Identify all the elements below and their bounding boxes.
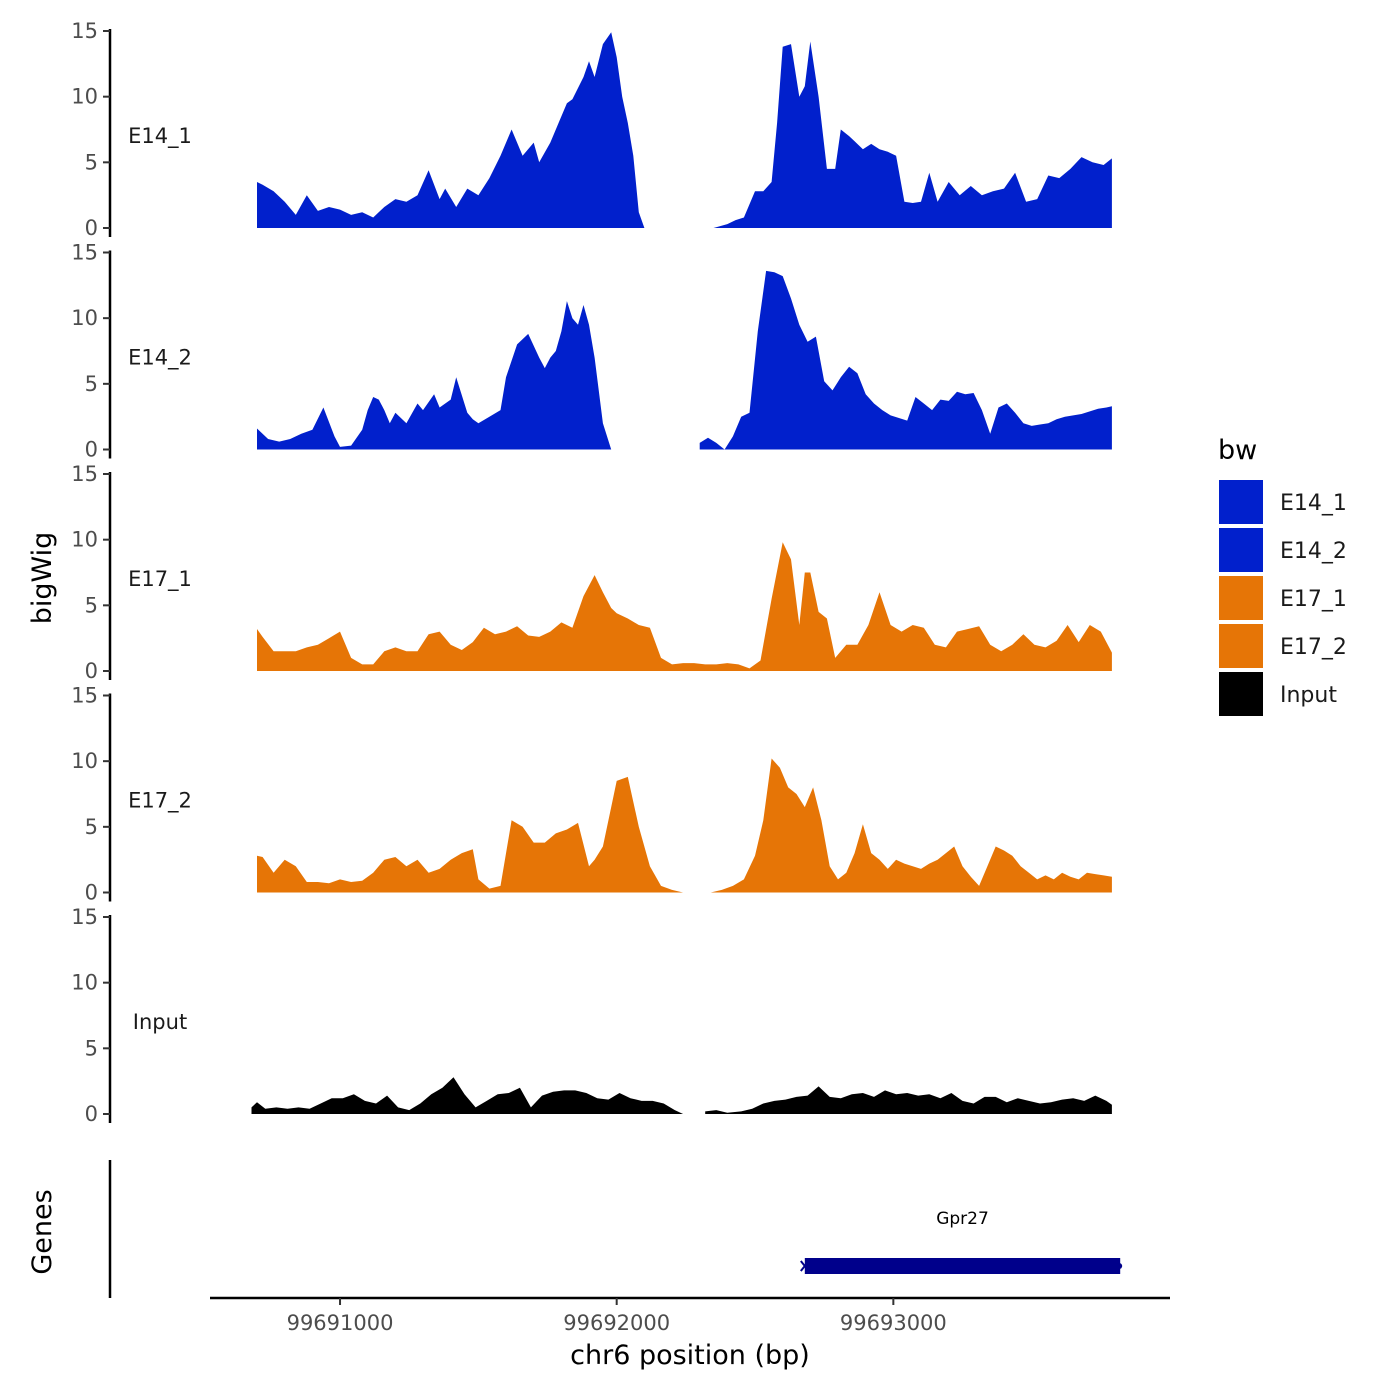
x-tick-label: 99693000 bbox=[840, 1311, 947, 1335]
y-tick-label: 0 bbox=[85, 1102, 98, 1126]
track-E14_2: 0 5 10 15 E14_2 bbox=[71, 241, 1112, 462]
gene-end-marker bbox=[1116, 1263, 1123, 1269]
legend-key-E14_2 bbox=[1217, 526, 1265, 574]
gene-label: Gpr27 bbox=[936, 1209, 989, 1229]
legend-key-E17_1 bbox=[1217, 574, 1265, 622]
x-tick-label: 99692000 bbox=[563, 1311, 670, 1335]
y-axis-title: bigWig bbox=[27, 532, 58, 625]
area-E17_2 bbox=[257, 776, 692, 893]
legend-label: E17_1 bbox=[1280, 587, 1347, 612]
y-tick-label: 10 bbox=[71, 971, 98, 995]
track-E17_2: 0 5 10 15 E17_2 bbox=[71, 684, 1112, 905]
y-tick-label: 5 bbox=[85, 1036, 98, 1060]
track-panels: 0 5 10 15 E14_1 0 5 10 15 E14_2 0 5 10 15 E17_1 0 5 10 15 E… bbox=[71, 19, 1112, 1126]
legend-label: Input bbox=[1280, 683, 1337, 708]
y-tick-label: 0 bbox=[85, 438, 98, 462]
y-tick-label: 5 bbox=[85, 150, 98, 174]
area-Input bbox=[705, 1086, 1112, 1114]
track-label: E17_1 bbox=[128, 567, 192, 592]
legend-label: E14_2 bbox=[1280, 539, 1347, 564]
genes-axis-title: Genes bbox=[27, 1189, 58, 1274]
x-axis-title: chr6 position (bp) bbox=[570, 1340, 810, 1371]
area-E14_1 bbox=[713, 41, 1112, 228]
area-E14_2 bbox=[257, 301, 692, 450]
track-label: E17_2 bbox=[128, 789, 192, 814]
genes-panel: Gpr27 bbox=[108, 1160, 1123, 1298]
y-tick-label: 10 bbox=[71, 85, 98, 109]
track-label: E14_1 bbox=[128, 124, 192, 149]
area-E17_2 bbox=[699, 758, 1112, 893]
track-label: Input bbox=[133, 1010, 187, 1034]
track-E17_1: 0 5 10 15 E17_1 bbox=[71, 462, 1112, 683]
x-axis: 99691000 99692000 99693000 bbox=[210, 1296, 1170, 1335]
legend-label: E17_2 bbox=[1280, 635, 1347, 660]
track-Input: 0 5 10 15 Input bbox=[71, 905, 1112, 1126]
legend-key-E17_2 bbox=[1217, 622, 1265, 670]
legend-key-Input bbox=[1217, 670, 1265, 718]
y-tick-label: 0 bbox=[85, 881, 98, 905]
legend-label: E14_1 bbox=[1280, 491, 1347, 516]
legend: bw E14_1 E14_2 E17_1 E17_2 Input bbox=[1217, 435, 1347, 718]
y-tick-label: 15 bbox=[71, 462, 98, 486]
y-tick-label: 10 bbox=[71, 749, 98, 773]
y-tick-label: 15 bbox=[71, 684, 98, 708]
area-Input bbox=[251, 1077, 689, 1114]
track-E14_1: 0 5 10 15 E14_1 bbox=[71, 19, 1112, 240]
y-tick-label: 15 bbox=[71, 19, 98, 43]
y-tick-label: 5 bbox=[85, 593, 98, 617]
gene-body bbox=[804, 1258, 1121, 1274]
y-tick-label: 10 bbox=[71, 528, 98, 552]
legend-title: bw bbox=[1218, 435, 1257, 466]
area-E14_1 bbox=[257, 32, 692, 228]
area-E14_2 bbox=[699, 270, 1112, 450]
y-tick-label: 5 bbox=[85, 372, 98, 396]
area-E17_1 bbox=[257, 542, 1112, 671]
y-tick-label: 0 bbox=[85, 659, 98, 683]
y-tick-label: 15 bbox=[71, 241, 98, 265]
y-tick-label: 0 bbox=[85, 216, 98, 240]
y-tick-label: 15 bbox=[71, 905, 98, 929]
y-tick-label: 5 bbox=[85, 815, 98, 839]
gene-start-marker bbox=[800, 1260, 810, 1272]
x-tick-label: 99691000 bbox=[287, 1311, 394, 1335]
legend-key-E14_1 bbox=[1217, 478, 1265, 526]
track-label: E14_2 bbox=[128, 346, 192, 371]
y-tick-label: 10 bbox=[71, 306, 98, 330]
